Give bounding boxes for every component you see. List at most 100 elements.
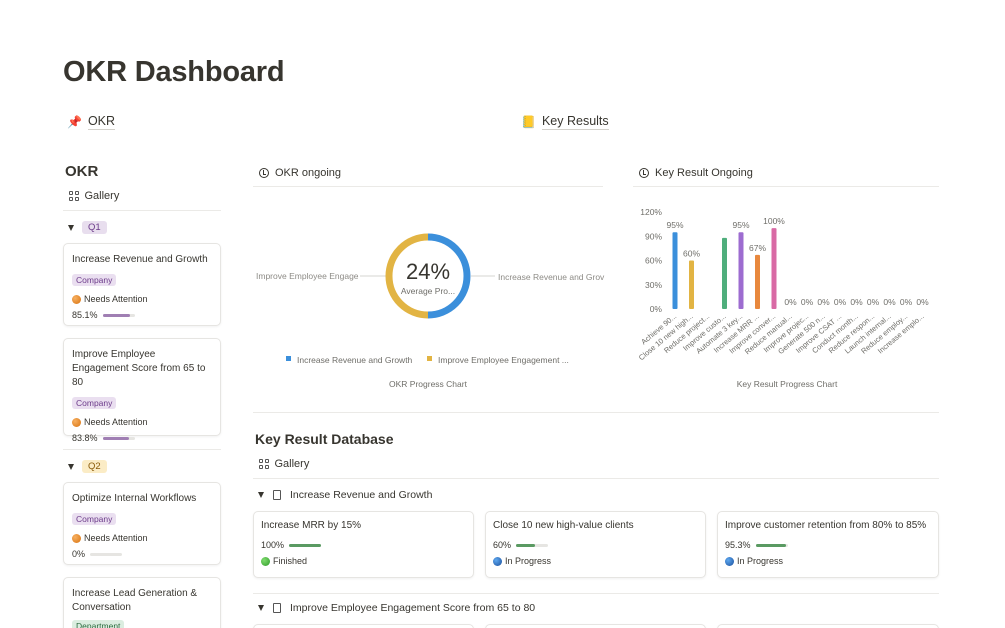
- kr-gallery-view-tab[interactable]: Gallery: [259, 458, 309, 470]
- okr-ongoing-header: OKR ongoing: [259, 167, 341, 179]
- y-tick-label: 0%: [650, 304, 663, 314]
- group-label-q1: Q1: [82, 221, 107, 234]
- blue-circle-icon: [725, 556, 734, 566]
- clock-icon: [639, 168, 649, 178]
- y-tick-label: 60%: [645, 256, 662, 266]
- okr-card[interactable]: Increase Revenue and Growth Company Need…: [63, 243, 221, 326]
- legend-label-increase-revenue: Increase Revenue and Growth: [297, 355, 413, 365]
- okr-chart-caption: OKR Progress Chart: [389, 379, 468, 389]
- okr-card[interactable]: Optimize Internal Workflows Company Need…: [63, 482, 221, 565]
- okr-card-tag: Company: [72, 513, 117, 525]
- kr-group-label: Increase Revenue and Growth: [290, 489, 433, 501]
- pushpin-icon: 📌: [67, 115, 82, 129]
- okr-gallery-view-tab[interactable]: Gallery: [69, 190, 119, 202]
- clock-icon: [259, 168, 269, 178]
- okr-card-title: Optimize Internal Workflows: [72, 493, 197, 504]
- kr-card[interactable]: Close 10 new high-value clients 60% In P…: [485, 511, 706, 578]
- bar-data-label: 67%: [749, 243, 766, 253]
- progress-bar: [102, 313, 135, 317]
- okr-card-status-text: Needs Attention: [84, 533, 148, 543]
- kr-card-progress-text: 95.3%: [725, 540, 751, 550]
- progress-bar: [516, 543, 549, 547]
- kr-card[interactable]: [485, 624, 706, 628]
- okr-card[interactable]: Increase Lead Generation & Conversation …: [63, 577, 221, 628]
- okr-card-status: Needs Attention: [72, 533, 212, 543]
- okr-gallery-view-label: Gallery: [84, 190, 120, 202]
- divider: [253, 186, 603, 187]
- kr-card[interactable]: [253, 624, 474, 628]
- okr-card-progress: 0%: [72, 549, 212, 559]
- green-circle-icon: [261, 556, 270, 566]
- donut-left-label: Improve Employee Engage: [256, 271, 359, 281]
- divider: [633, 186, 939, 187]
- group-label-q2: Q2: [82, 460, 107, 473]
- toggle-triangle-icon: [258, 605, 264, 611]
- okr-link[interactable]: 📌 OKR: [67, 114, 116, 130]
- bar-data-label: 60%: [683, 249, 700, 259]
- gallery-icon: [259, 459, 269, 469]
- kr-bar-chart: 0%30%60%90%120% 95%60%95%67%100%0% 0% 0% 0%…: [637, 207, 929, 389]
- kr-card-progress-text: 100%: [261, 540, 285, 550]
- kr-card-progress-text: 60%: [493, 540, 512, 550]
- y-tick-label: 120%: [640, 207, 662, 217]
- ledger-icon: 📒: [521, 115, 536, 129]
- y-tick-label: 90%: [645, 231, 662, 241]
- okr-card-status-text: Needs Attention: [84, 294, 148, 304]
- group-toggle-q2[interactable]: Q2: [68, 460, 107, 473]
- bar-data-label: 0%: [916, 297, 929, 307]
- orange-circle-icon: [72, 294, 81, 304]
- kr-card-progress: 95.3%: [725, 540, 931, 550]
- kr-card-title: Improve customer retention from 80% to 8…: [725, 520, 927, 531]
- kr-card[interactable]: Improve customer retention from 80% to 8…: [717, 511, 939, 578]
- legend-swatch-yellow: [427, 356, 432, 361]
- donut-segment-increase-revenue: [427, 233, 471, 319]
- progress-bar: [90, 552, 123, 556]
- okr-card-status: Needs Attention: [72, 417, 212, 427]
- kr-card-status: In Progress: [493, 556, 698, 566]
- bar-data-label: 0%: [867, 297, 880, 307]
- okr-card-title: Increase Lead Generation & Conversation: [72, 588, 198, 613]
- okr-section-title: OKR: [65, 163, 99, 180]
- kr-card[interactable]: Increase MRR by 15% 100% Finished: [253, 511, 474, 578]
- okr-card-progress: 83.8%: [72, 433, 212, 443]
- kr-database-title: Key Result Database: [255, 431, 394, 447]
- progress-bar: [755, 543, 788, 547]
- group-toggle-q1[interactable]: Q1: [68, 221, 107, 234]
- okr-card-tag: Company: [72, 274, 117, 286]
- kr-gallery-view-label: Gallery: [274, 458, 310, 470]
- kr-card-status: In Progress: [725, 556, 931, 566]
- bar-data-label: 100%: [763, 216, 785, 226]
- kr-ongoing-title: Key Result Ongoing: [655, 167, 753, 179]
- kr-card[interactable]: [717, 624, 939, 628]
- divider: [253, 412, 939, 413]
- donut-right-label: Increase Revenue and Grov: [498, 272, 605, 282]
- bar-data-label: 95%: [666, 220, 683, 230]
- key-results-link[interactable]: 📒 Key Results: [521, 114, 609, 130]
- donut-center-value: 24%: [406, 259, 450, 284]
- okr-card-progress-text: 0%: [72, 549, 86, 559]
- divider: [253, 593, 939, 594]
- okr-card-title: Improve Employee Engagement Score from 6…: [72, 349, 206, 388]
- page-title: OKR Dashboard: [63, 56, 285, 88]
- bar-data-label: 0%: [834, 297, 847, 307]
- bar-data-label: 0%: [817, 297, 830, 307]
- divider: [253, 478, 939, 479]
- bar: [722, 237, 727, 309]
- bar-data-label: 0%: [900, 297, 913, 307]
- kr-group-toggle-revenue[interactable]: Increase Revenue and Growth: [258, 489, 432, 501]
- okr-card-title: Increase Revenue and Growth: [72, 254, 208, 265]
- okr-card-progress: 85.1%: [72, 310, 212, 320]
- toggle-triangle-icon: [258, 492, 264, 498]
- kr-chart-caption: Key Result Progress Chart: [737, 379, 838, 389]
- bar: [738, 232, 744, 309]
- okr-card[interactable]: Improve Employee Engagement Score from 6…: [63, 338, 221, 443]
- bar: [771, 228, 777, 309]
- bar: [689, 260, 694, 309]
- okr-card-tag: Department: [72, 620, 125, 628]
- legend-label-employee-engagement: Improve Employee Engagement ...: [438, 355, 569, 365]
- kr-group-toggle-engagement[interactable]: Improve Employee Engagement Score from 6…: [258, 602, 535, 614]
- okr-card-status: Needs Attention: [72, 294, 212, 304]
- page-icon: [273, 603, 281, 613]
- kr-ongoing-header: Key Result Ongoing: [639, 167, 753, 179]
- bar: [755, 254, 760, 309]
